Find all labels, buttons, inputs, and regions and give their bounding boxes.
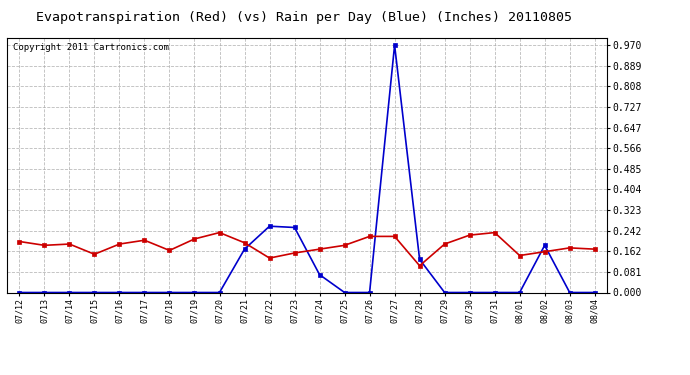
Text: Copyright 2011 Cartronics.com: Copyright 2011 Cartronics.com <box>13 43 169 52</box>
Text: Evapotranspiration (Red) (vs) Rain per Day (Blue) (Inches) 20110805: Evapotranspiration (Red) (vs) Rain per D… <box>36 11 571 24</box>
